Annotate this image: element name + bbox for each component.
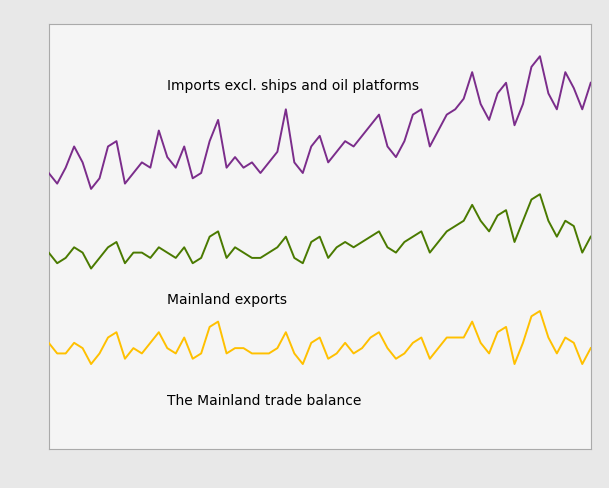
Text: Imports excl. ships and oil platforms: Imports excl. ships and oil platforms xyxy=(167,80,419,93)
Text: The Mainland trade balance: The Mainland trade balance xyxy=(167,394,362,408)
Text: Mainland exports: Mainland exports xyxy=(167,293,287,307)
